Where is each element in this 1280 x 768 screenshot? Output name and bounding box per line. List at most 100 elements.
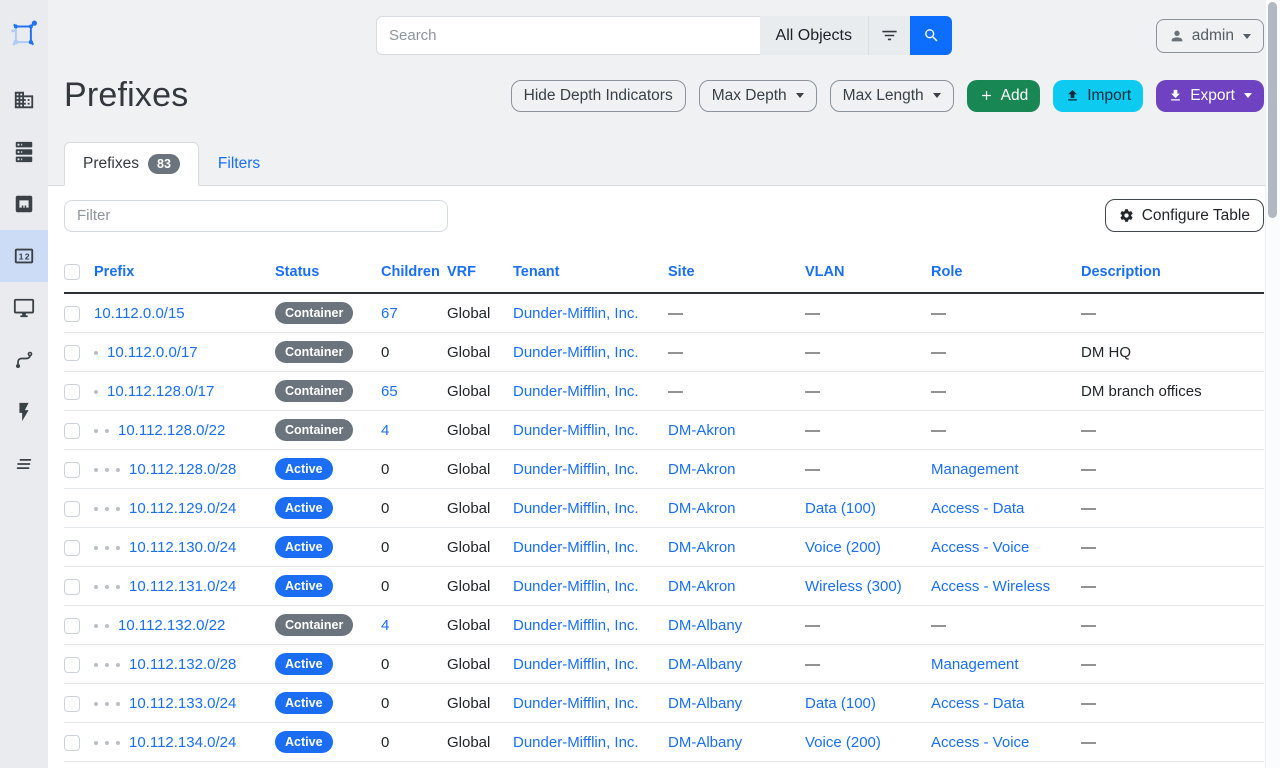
prefix-link[interactable]: 10.112.132.0/22: [118, 616, 226, 634]
site-link[interactable]: DM-Albany: [668, 694, 743, 712]
row-checkbox[interactable]: [64, 500, 80, 517]
row-checkbox[interactable]: [64, 578, 80, 595]
site-link[interactable]: DM-Albany: [668, 655, 743, 673]
tenant-link[interactable]: Dunder-Mifflin, Inc.: [513, 655, 639, 673]
tab-bar: Prefixes 83 Filters: [48, 142, 1280, 186]
vlan-link[interactable]: Data (100): [805, 499, 876, 517]
role-link[interactable]: Management: [931, 460, 1019, 478]
row-checkbox[interactable]: [64, 695, 80, 712]
scrollbar-thumb[interactable]: [1268, 2, 1277, 218]
children-count[interactable]: 4: [381, 421, 390, 439]
children-count[interactable]: 67: [381, 304, 398, 322]
site-link[interactable]: DM-Akron: [668, 460, 736, 478]
tab-filters[interactable]: Filters: [217, 154, 261, 172]
configure-table-button[interactable]: Configure Table: [1104, 199, 1264, 232]
table-filter-input[interactable]: [64, 199, 448, 232]
sidebar-item-virtualization[interactable]: [0, 282, 48, 334]
search-scope-button[interactable]: All Objects: [759, 16, 868, 55]
search-input[interactable]: [376, 16, 760, 55]
sidebar-item-provisioning[interactable]: [0, 438, 48, 490]
prefix-link[interactable]: 10.112.132.0/28: [129, 655, 237, 673]
role-link[interactable]: Access - Wireless: [931, 577, 1051, 595]
max-depth-dropdown[interactable]: Max Depth: [698, 79, 817, 112]
tenant-link[interactable]: Dunder-Mifflin, Inc.: [513, 538, 639, 556]
tenant-link[interactable]: Dunder-Mifflin, Inc.: [513, 499, 639, 517]
vlan-link[interactable]: Data (100): [805, 694, 876, 712]
row-checkbox[interactable]: [64, 734, 80, 751]
site-link[interactable]: DM-Akron: [668, 421, 736, 439]
prefix-link[interactable]: 10.112.0.0/15: [94, 304, 185, 322]
row-checkbox[interactable]: [64, 617, 80, 634]
search-submit-button[interactable]: [910, 16, 952, 55]
prefix-link[interactable]: 10.112.128.0/28: [129, 460, 237, 478]
column-header-status[interactable]: Status: [275, 264, 320, 281]
row-checkbox[interactable]: [64, 344, 80, 361]
chevron-down-icon: [1243, 33, 1251, 39]
column-header-description[interactable]: Description: [1081, 264, 1161, 281]
max-length-dropdown[interactable]: Max Length: [829, 79, 954, 112]
role-link[interactable]: Access - Data: [931, 499, 1025, 517]
tenant-link[interactable]: Dunder-Mifflin, Inc.: [513, 460, 639, 478]
netbox-logo-icon[interactable]: [0, 16, 48, 52]
select-all-checkbox[interactable]: [64, 264, 80, 281]
row-checkbox[interactable]: [64, 305, 80, 322]
prefix-link[interactable]: 10.112.134.0/24: [129, 733, 237, 751]
user-menu-button[interactable]: admin: [1155, 19, 1264, 53]
column-header-children[interactable]: Children: [381, 264, 440, 281]
prefix-link[interactable]: 10.112.133.0/24: [129, 694, 237, 712]
sidebar-item-power[interactable]: [0, 386, 48, 438]
prefix-link[interactable]: 10.112.131.0/24: [129, 577, 237, 595]
role-link[interactable]: Access - Voice: [931, 538, 1030, 556]
row-checkbox[interactable]: [64, 539, 80, 556]
site-link[interactable]: DM-Akron: [668, 538, 736, 556]
site-link[interactable]: DM-Albany: [668, 733, 743, 751]
column-header-vlan[interactable]: VLAN: [805, 264, 845, 281]
vlan-link[interactable]: Voice (200): [805, 538, 881, 556]
prefix-link[interactable]: 10.112.128.0/22: [118, 421, 226, 439]
tenant-link[interactable]: Dunder-Mifflin, Inc.: [513, 616, 639, 634]
tenant-link[interactable]: Dunder-Mifflin, Inc.: [513, 304, 639, 322]
sidebar-item-circuits[interactable]: [0, 334, 48, 386]
column-header-vrf[interactable]: VRF: [447, 264, 476, 281]
tenant-link[interactable]: Dunder-Mifflin, Inc.: [513, 343, 639, 361]
column-header-tenant[interactable]: Tenant: [513, 264, 560, 281]
hide-depth-indicators-button[interactable]: Hide Depth Indicators: [510, 79, 686, 112]
prefix-link[interactable]: 10.112.128.0/17: [107, 382, 215, 400]
role-link[interactable]: Management: [931, 655, 1019, 673]
search-filter-button[interactable]: [868, 16, 910, 55]
site-link[interactable]: DM-Akron: [668, 499, 736, 517]
column-header-site[interactable]: Site: [668, 264, 695, 281]
import-button[interactable]: Import: [1053, 79, 1144, 112]
tenant-link[interactable]: Dunder-Mifflin, Inc.: [513, 733, 639, 751]
prefix-link[interactable]: 10.112.130.0/24: [129, 538, 237, 556]
sidebar-item-connections[interactable]: [0, 178, 48, 230]
role-link[interactable]: Access - Data: [931, 694, 1025, 712]
status-badge: Active: [275, 497, 333, 520]
export-dropdown[interactable]: Export: [1156, 79, 1264, 112]
tenant-link[interactable]: Dunder-Mifflin, Inc.: [513, 577, 639, 595]
vlan-link[interactable]: Wireless (300): [805, 577, 902, 595]
row-checkbox[interactable]: [64, 422, 80, 439]
prefix-link[interactable]: 10.112.129.0/24: [129, 499, 237, 517]
tab-prefixes[interactable]: Prefixes 83: [64, 142, 199, 186]
column-header-role[interactable]: Role: [931, 264, 963, 281]
row-checkbox[interactable]: [64, 656, 80, 673]
children-count[interactable]: 4: [381, 616, 390, 634]
add-button[interactable]: Add: [966, 79, 1041, 112]
tenant-link[interactable]: Dunder-Mifflin, Inc.: [513, 421, 639, 439]
children-count[interactable]: 65: [381, 382, 398, 400]
tenant-link[interactable]: Dunder-Mifflin, Inc.: [513, 694, 639, 712]
role-link[interactable]: Access - Voice: [931, 733, 1030, 751]
sidebar-item-organization[interactable]: [0, 74, 48, 126]
sidebar-item-devices[interactable]: [0, 126, 48, 178]
site-link[interactable]: DM-Albany: [668, 616, 743, 634]
tenant-link[interactable]: Dunder-Mifflin, Inc.: [513, 382, 639, 400]
row-checkbox[interactable]: [64, 383, 80, 400]
vlan-link[interactable]: Voice (200): [805, 733, 881, 751]
column-header-prefix[interactable]: Prefix: [94, 264, 135, 281]
site-link[interactable]: DM-Akron: [668, 577, 736, 595]
prefix-link[interactable]: 10.112.0.0/17: [107, 343, 198, 361]
row-checkbox[interactable]: [64, 461, 80, 478]
site-empty: —: [668, 382, 683, 400]
